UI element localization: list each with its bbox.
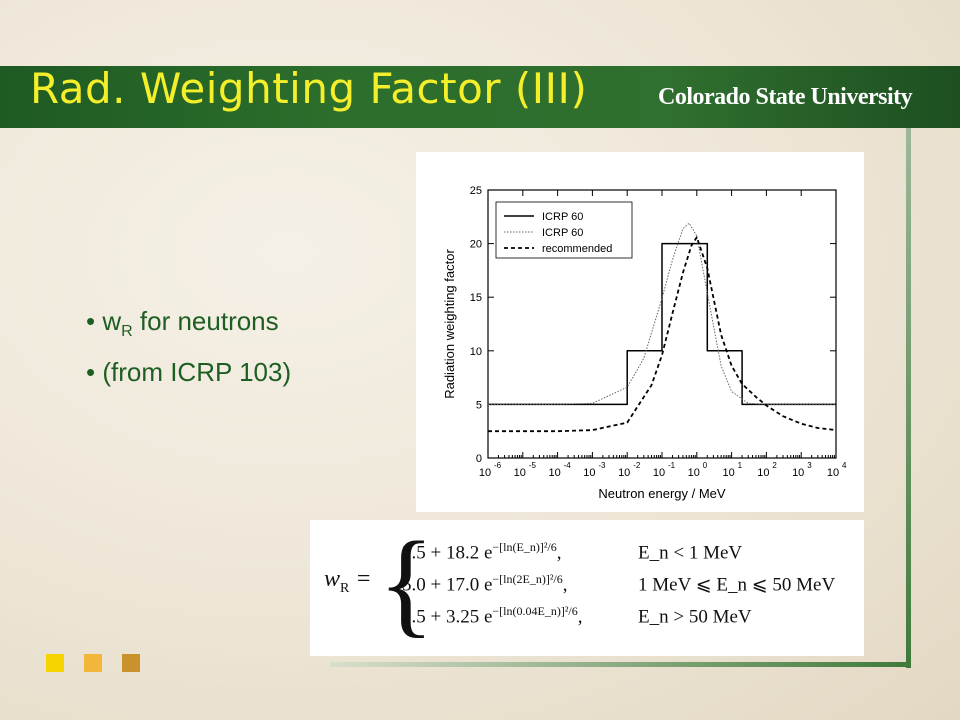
formula-panel: wR = { 2.5 + 18.2 e−[ln(E_n)]²/6, E_n < 1… [310,520,864,656]
x-tick-label: 10 [548,467,560,479]
chart-panel: 0 5 10 15 20 25 10 -6 10 -5 10 -4 10 -3 10 -2 10 -1 10 0 10 1… [416,152,864,512]
x-axis-label: Neutron energy / MeV [598,486,726,501]
y-tick-label: 15 [470,292,482,304]
x-tick-exponent: -1 [668,461,676,470]
y-tick-label: 0 [476,453,482,465]
x-tick-exponent: 4 [842,461,847,470]
x-tick-label: 10 [688,467,700,479]
x-tick-label: 10 [757,467,769,479]
y-tick-label: 25 [470,185,482,197]
y-axis-label: Radiation weighting factor [442,249,457,399]
x-tick-label: 10 [792,467,804,479]
series-line [488,222,836,405]
decor-square-brown [122,654,140,672]
bullet-item: • wR for neutrons [86,306,279,341]
y-tick-label: 5 [476,399,482,411]
decor-square-orange [84,654,102,672]
series-line [488,236,837,433]
y-tick-label: 20 [470,239,482,251]
x-tick-label: 10 [653,467,665,479]
legend-label: ICRP 60 [542,227,583,239]
x-tick-exponent: 2 [772,461,777,470]
formula-brace: { [378,517,435,648]
formula-row: 2.5 + 3.25 e−[ln(0.04E_n)]²/6, E_n > 50 M… [402,604,752,628]
university-logo: Colorado State University [658,84,913,110]
x-tick-exponent: 3 [807,461,812,470]
formula-lhs: wR = [324,566,372,596]
frame-line-right [906,128,911,668]
x-tick-label: 10 [722,467,734,479]
x-tick-exponent: -6 [494,461,502,470]
x-tick-label: 10 [827,467,839,479]
formula-row: 2.5 + 18.2 e−[ln(E_n)]²/6, E_n < 1 MeV [402,540,743,564]
x-tick-label: 10 [479,467,491,479]
bullet-item: • (from ICRP 103) [86,357,292,388]
title-bar [0,66,960,128]
x-tick-exponent: -2 [633,461,641,470]
decor-square-yellow [46,654,64,672]
series-line [488,242,836,406]
x-tick-label: 10 [618,467,630,479]
legend-label: ICRP 60 [542,211,583,223]
slide-title: Rad. Weighting Factor (III) [30,64,588,113]
bullet-list: • wR for neutrons • (from ICRP 103) [86,306,291,404]
y-tick-label: 10 [470,346,482,358]
weighting-factor-chart: 051015202510-610-510-410-310-210-1100101… [442,185,847,501]
x-tick-label: 10 [583,467,595,479]
x-tick-exponent: -4 [564,461,572,470]
x-tick-exponent: -5 [529,461,537,470]
frame-line-bottom [330,662,911,667]
x-tick-label: 10 [514,467,526,479]
legend-label: recommended [542,243,612,255]
x-tick-exponent: 0 [703,461,708,470]
x-tick-exponent: -3 [598,461,606,470]
formula-row: 5.0 + 17.0 e−[ln(2E_n)]²/6, 1 MeV ⩽ E_n ⩽… [402,572,836,596]
x-tick-exponent: 1 [738,461,743,470]
